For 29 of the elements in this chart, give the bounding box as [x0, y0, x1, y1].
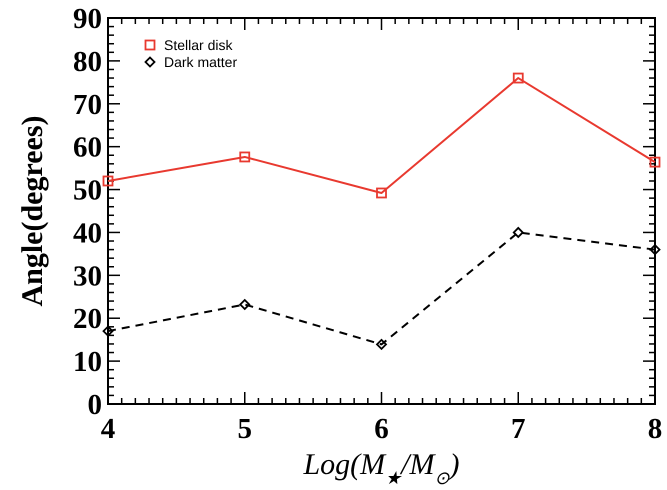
y-axis-title: Angle(degrees)	[16, 115, 49, 307]
point	[376, 338, 387, 350]
legend-label: Dark matter	[164, 54, 238, 70]
y-tick-label: 0	[88, 389, 102, 421]
x-tick-label: 6	[374, 413, 389, 445]
y-tick-label: 20	[73, 303, 102, 336]
y-tick-label: 90	[73, 3, 102, 35]
point	[512, 227, 524, 238]
point	[650, 244, 660, 255]
y-tick-label: 80	[73, 46, 102, 78]
y-tick-label: 60	[73, 132, 102, 164]
point	[102, 326, 114, 336]
point	[239, 152, 250, 162]
y-tick-label: 40	[73, 217, 102, 250]
point	[102, 176, 114, 186]
y-tick-label: 30	[73, 260, 102, 292]
x-tick-label: 5	[238, 413, 252, 445]
point	[512, 72, 524, 84]
point	[376, 188, 387, 198]
y-tick-label: 10	[73, 346, 102, 378]
y-tick-label: 50	[73, 174, 102, 207]
legend-label: Stellar disk	[164, 37, 234, 53]
x-tick-label: 7	[511, 413, 526, 445]
x-tick-label: 8	[648, 413, 662, 445]
x-axis-title: Log(M$_{★}$/M$_{⊙}$)	[302, 448, 460, 488]
x-tick-label: 4	[100, 413, 116, 445]
point	[650, 156, 660, 168]
y-tick-label: 70	[73, 88, 102, 121]
point	[239, 299, 250, 310]
